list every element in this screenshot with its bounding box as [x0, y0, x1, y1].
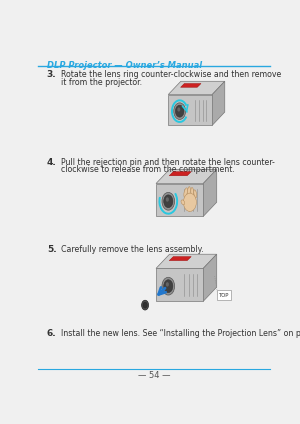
- Text: clockwise to release from the compartment.: clockwise to release from the compartmen…: [61, 165, 235, 174]
- Polygon shape: [212, 81, 225, 126]
- Text: Install the new lens. See “Installing the Projection Lens” on page 10.: Install the new lens. See “Installing th…: [61, 329, 300, 338]
- Ellipse shape: [188, 187, 190, 196]
- Polygon shape: [156, 169, 217, 184]
- Circle shape: [162, 192, 175, 210]
- Text: Pull the rejection pin and then rotate the lens counter-: Pull the rejection pin and then rotate t…: [61, 158, 275, 167]
- Circle shape: [143, 302, 147, 308]
- Text: it from the projector.: it from the projector.: [61, 78, 142, 86]
- Circle shape: [183, 193, 196, 212]
- Text: 5.: 5.: [47, 245, 56, 254]
- Text: 4.: 4.: [47, 158, 56, 167]
- Ellipse shape: [181, 200, 185, 205]
- Circle shape: [164, 195, 173, 208]
- Text: Rotate the lens ring counter-clockwise and then remove: Rotate the lens ring counter-clockwise a…: [61, 70, 281, 79]
- Polygon shape: [169, 172, 191, 176]
- FancyBboxPatch shape: [168, 95, 212, 126]
- Polygon shape: [168, 81, 225, 95]
- FancyBboxPatch shape: [217, 290, 231, 300]
- Circle shape: [142, 300, 148, 310]
- Circle shape: [174, 103, 186, 120]
- Ellipse shape: [184, 188, 188, 197]
- FancyBboxPatch shape: [156, 268, 203, 301]
- Text: 6.: 6.: [47, 329, 56, 338]
- Ellipse shape: [191, 187, 194, 196]
- Circle shape: [176, 105, 184, 117]
- Polygon shape: [156, 254, 217, 268]
- Circle shape: [166, 282, 169, 287]
- Polygon shape: [169, 257, 191, 261]
- Polygon shape: [203, 254, 217, 301]
- Text: 3.: 3.: [47, 70, 56, 79]
- Polygon shape: [203, 169, 217, 216]
- Text: Carefully remove the lens assembly.: Carefully remove the lens assembly.: [61, 245, 203, 254]
- Text: TOP: TOP: [219, 293, 229, 298]
- Circle shape: [162, 277, 175, 295]
- Text: — 54 —: — 54 —: [137, 371, 170, 380]
- Text: DLP Projector — Owner’s Manual: DLP Projector — Owner’s Manual: [47, 61, 202, 70]
- Circle shape: [164, 280, 173, 293]
- Circle shape: [166, 197, 169, 202]
- Circle shape: [177, 107, 180, 112]
- FancyBboxPatch shape: [156, 184, 203, 216]
- Polygon shape: [181, 84, 201, 87]
- Ellipse shape: [194, 190, 197, 198]
